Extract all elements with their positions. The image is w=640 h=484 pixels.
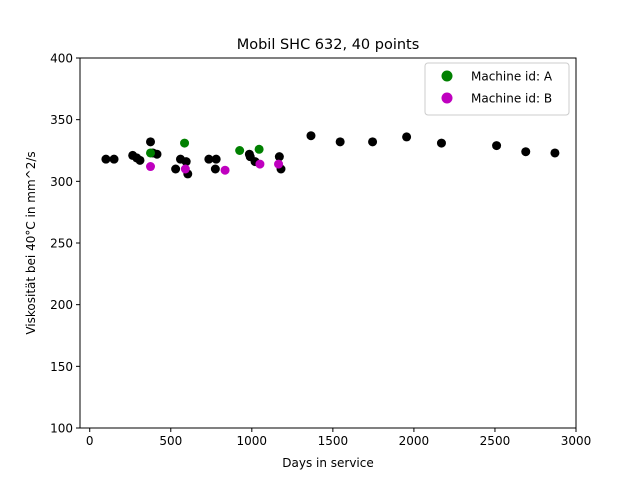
series-0-point-14 <box>211 154 221 164</box>
series-0-point-24 <box>436 138 446 148</box>
series-2-point-4 <box>274 159 284 169</box>
y-tick-label-1: 150 <box>50 360 73 374</box>
series-0-point-22 <box>368 137 378 147</box>
y-tick-label-3: 250 <box>50 237 73 251</box>
series-0-point-26 <box>521 147 531 157</box>
y-tick-label-0: 100 <box>50 422 73 436</box>
series-1-point-1 <box>180 138 190 148</box>
x-tick-label-5: 2500 <box>480 434 511 448</box>
legend-label-0: Machine id: A <box>471 70 553 84</box>
y-tick-label-2: 200 <box>50 298 73 312</box>
x-axis: 0 500 1000 1500 2000 2500 3000 <box>86 428 591 448</box>
series-0-point-27 <box>550 148 560 158</box>
x-tick-label-6: 3000 <box>561 434 592 448</box>
series-1-point-2 <box>235 146 245 155</box>
series-0-point-0 <box>101 154 111 164</box>
plot-frame <box>79 57 577 429</box>
series-2-point-2 <box>220 165 230 175</box>
series-0-point-12 <box>204 154 214 164</box>
series-0-point-20 <box>306 131 316 141</box>
x-tick-label-0: 0 <box>86 434 94 448</box>
series-0-point-5 <box>146 137 156 147</box>
series-0-point-10 <box>181 157 191 167</box>
x-tick-label-2: 1000 <box>237 434 268 448</box>
y-tick-label-4: 300 <box>50 175 73 189</box>
series-2-point-3 <box>255 159 265 169</box>
series-1-point-3 <box>254 144 264 154</box>
legend-label-1: Machine id: B <box>471 92 552 106</box>
series-2-point-0 <box>146 162 156 172</box>
series-0-point-18 <box>274 152 284 162</box>
legend-marker-0 <box>441 70 453 82</box>
x-tick-label-1: 500 <box>159 434 182 448</box>
x-tick-label-4: 2000 <box>399 434 430 448</box>
series-0-point-8 <box>171 164 181 174</box>
y-tick-label-5: 350 <box>50 113 73 127</box>
x-axis-label: Days in service <box>282 456 374 470</box>
legend-box <box>424 62 570 116</box>
series-0-point-1 <box>109 154 119 164</box>
series-0-point-13 <box>210 164 220 174</box>
series-0-point-21 <box>335 137 345 147</box>
series-1-point-0 <box>146 148 156 158</box>
y-tick-label-6: 400 <box>50 52 73 66</box>
series-0-point-25 <box>492 141 502 151</box>
plot-points <box>101 131 560 179</box>
series-0-point-23 <box>402 132 412 142</box>
y-axis: 100 150 200 250 300 350 400 <box>50 52 80 436</box>
legend-marker-1 <box>441 92 453 104</box>
y-axis-label: Viskosität bei 40°C in mm^2/s <box>24 151 38 334</box>
chart-title: Mobil SHC 632, 40 points <box>237 37 420 53</box>
legend: Machine id: A Machine id: B <box>424 62 570 116</box>
x-tick-label-3: 1500 <box>318 434 349 448</box>
series-0-point-4 <box>135 155 145 165</box>
series-2-point-1 <box>180 164 190 174</box>
